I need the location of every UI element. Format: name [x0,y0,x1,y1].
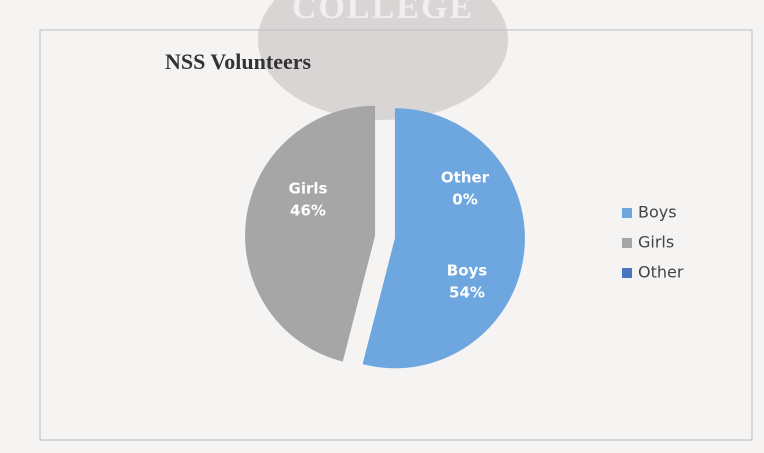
data-label: 46% [290,202,326,220]
chart-border [39,29,753,441]
legend-label: Other [638,263,684,282]
data-label: 54% [449,284,485,302]
legend-label: Girls [638,233,674,252]
pie-slice [245,105,376,362]
data-label-name: Other [441,169,490,187]
legend-label: Boys [638,203,677,222]
data-label: 0% [452,191,477,209]
data-label-name: Girls [289,180,328,198]
pie-slice [362,108,525,369]
legend-swatch [622,268,632,278]
data-label-name: Boys [447,262,488,280]
legend-swatch [622,238,632,248]
legend-swatch [622,208,632,218]
watermark: COLLEGE [292,0,474,26]
chart-title: NSS Volunteers [165,49,312,74]
